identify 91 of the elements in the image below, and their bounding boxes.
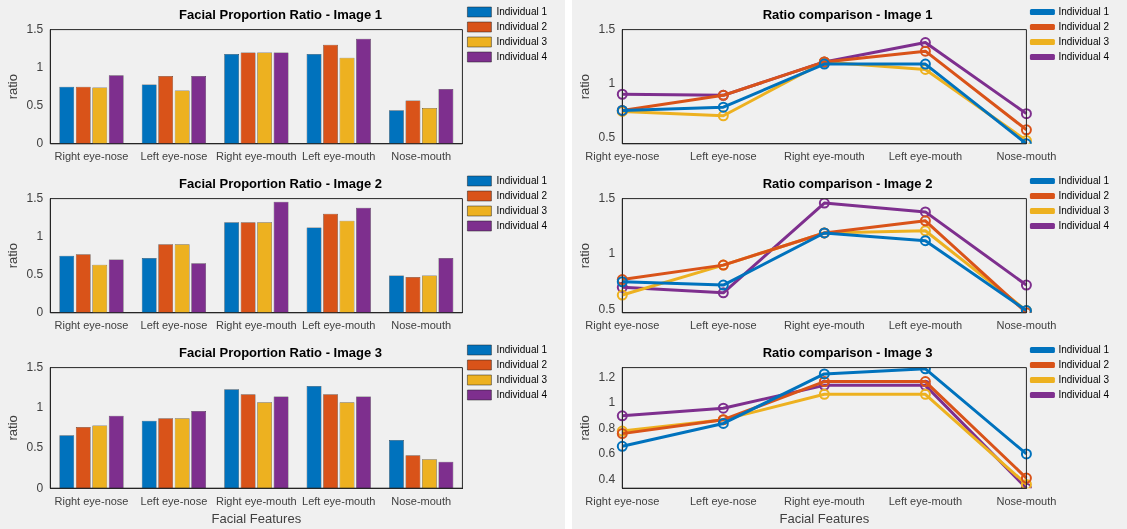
x-tick-label: Nose-mouth bbox=[391, 319, 452, 332]
x-tick-label: Left eye-nose bbox=[140, 319, 208, 332]
legend-label: Individual 1 bbox=[1058, 174, 1110, 186]
x-tick-label: Left eye-nose bbox=[689, 150, 757, 163]
y-axis-title: ratio bbox=[5, 243, 21, 269]
x-tick-label: Left eye-nose bbox=[689, 319, 757, 332]
y-tick-label: 1 bbox=[36, 59, 44, 74]
y-tick-label: 0.5 bbox=[598, 301, 616, 316]
legend-label: Individual 3 bbox=[1058, 204, 1110, 216]
y-tick-label: 0.5 bbox=[598, 129, 616, 144]
y-tick-label: 0.5 bbox=[26, 267, 44, 282]
x-tick-label: Left eye-mouth bbox=[302, 319, 376, 332]
legend-label: Individual 4 bbox=[496, 219, 548, 231]
chart-title: Facial Proportion Ratio - Image 3 bbox=[179, 345, 382, 361]
y-tick-label: 1 bbox=[608, 395, 616, 410]
x-tick-label: Left eye-nose bbox=[140, 150, 208, 163]
legend-label: Individual 2 bbox=[496, 358, 548, 370]
legend-label: Individual 1 bbox=[496, 343, 548, 355]
x-tick-label: Nose-mouth bbox=[996, 319, 1057, 332]
legend-label: Individual 3 bbox=[1058, 373, 1110, 385]
chart-title: Ratio comparison - Image 2 bbox=[762, 176, 933, 192]
legend-label: Individual 3 bbox=[496, 373, 548, 385]
y-tick-label: 1.5 bbox=[26, 21, 44, 36]
x-tick-label: Right eye-nose bbox=[585, 319, 660, 332]
y-tick-label: 1.5 bbox=[598, 190, 616, 205]
x-tick-label: Left eye-mouth bbox=[888, 150, 963, 163]
y-axis-title: ratio bbox=[577, 415, 593, 441]
x-tick-label: Nose-mouth bbox=[996, 494, 1057, 507]
legend-label: Individual 2 bbox=[1058, 358, 1110, 370]
legend-label: Individual 1 bbox=[496, 174, 548, 186]
chart-title: Facial Proportion Ratio - Image 1 bbox=[179, 7, 382, 23]
x-axis-title: Facial Features bbox=[779, 510, 870, 526]
legend-label: Individual 3 bbox=[496, 204, 548, 216]
x-axis-title: Facial Features bbox=[211, 510, 302, 526]
x-tick-label: Right eye-mouth bbox=[783, 494, 865, 507]
legend-label: Individual 1 bbox=[1058, 5, 1110, 17]
chart-title: Ratio comparison - Image 3 bbox=[762, 345, 933, 361]
x-tick-label: Right eye-mouth bbox=[215, 319, 297, 332]
chart-title: Ratio comparison - Image 1 bbox=[762, 7, 933, 23]
legend-label: Individual 3 bbox=[496, 35, 548, 47]
y-tick-label: 0 bbox=[36, 305, 44, 320]
y-tick-label: 1 bbox=[36, 228, 44, 243]
x-tick-label: Left eye-mouth bbox=[888, 494, 963, 507]
legend-label: Individual 2 bbox=[496, 189, 548, 201]
y-tick-label: 1.5 bbox=[26, 190, 44, 205]
y-tick-label: 1 bbox=[608, 75, 616, 90]
legend-label: Individual 4 bbox=[1058, 388, 1110, 400]
y-axis-title: ratio bbox=[577, 74, 593, 100]
x-tick-label: Right eye-mouth bbox=[783, 150, 865, 163]
y-tick-label: 1.5 bbox=[26, 359, 44, 374]
y-tick-label: 0.8 bbox=[598, 420, 616, 435]
legend-label: Individual 2 bbox=[1058, 20, 1110, 32]
x-tick-label: Right eye-nose bbox=[585, 494, 660, 507]
x-tick-label: Nose-mouth bbox=[391, 150, 452, 163]
legend-label: Individual 1 bbox=[496, 5, 548, 17]
legend-label: Individual 4 bbox=[496, 388, 548, 400]
y-tick-label: 0.4 bbox=[598, 471, 616, 486]
legend-label: Individual 3 bbox=[1058, 35, 1110, 47]
legend-label: Individual 1 bbox=[1058, 343, 1110, 355]
legend-label: Individual 4 bbox=[1058, 50, 1110, 62]
x-tick-label: Left eye-nose bbox=[689, 494, 757, 507]
legend-label: Individual 2 bbox=[1058, 189, 1110, 201]
y-tick-label: 0.5 bbox=[26, 98, 44, 113]
x-tick-label: Right eye-nose bbox=[54, 494, 129, 507]
y-tick-label: 1 bbox=[36, 400, 44, 415]
y-axis-title: ratio bbox=[5, 415, 21, 441]
x-tick-label: Left eye-mouth bbox=[302, 494, 376, 507]
x-tick-label: Right eye-nose bbox=[54, 319, 129, 332]
y-tick-label: 1 bbox=[608, 246, 616, 261]
y-axis-title: ratio bbox=[577, 243, 593, 269]
y-tick-label: 0 bbox=[36, 480, 44, 495]
x-tick-label: Left eye-nose bbox=[140, 494, 208, 507]
legend-label: Individual 4 bbox=[496, 50, 548, 62]
y-tick-label: 0 bbox=[36, 136, 44, 151]
legend-label: Individual 4 bbox=[1058, 219, 1110, 231]
y-tick-label: 0.6 bbox=[598, 446, 616, 461]
x-tick-label: Left eye-mouth bbox=[888, 319, 963, 332]
x-tick-label: Right eye-mouth bbox=[783, 319, 865, 332]
x-tick-label: Right eye-mouth bbox=[215, 150, 297, 163]
y-tick-label: 1.2 bbox=[598, 370, 616, 385]
y-tick-label: 0.5 bbox=[26, 440, 44, 455]
y-axis-title: ratio bbox=[5, 74, 21, 100]
x-tick-label: Nose-mouth bbox=[996, 150, 1057, 163]
chart-title: Facial Proportion Ratio - Image 2 bbox=[179, 176, 382, 192]
legend-label: Individual 2 bbox=[496, 20, 548, 32]
x-tick-label: Nose-mouth bbox=[391, 494, 452, 507]
x-tick-label: Right eye-nose bbox=[54, 150, 129, 163]
x-tick-label: Right eye-mouth bbox=[215, 494, 297, 507]
x-tick-label: Right eye-nose bbox=[585, 150, 660, 163]
y-tick-label: 1.5 bbox=[598, 21, 616, 36]
x-tick-label: Left eye-mouth bbox=[302, 150, 376, 163]
